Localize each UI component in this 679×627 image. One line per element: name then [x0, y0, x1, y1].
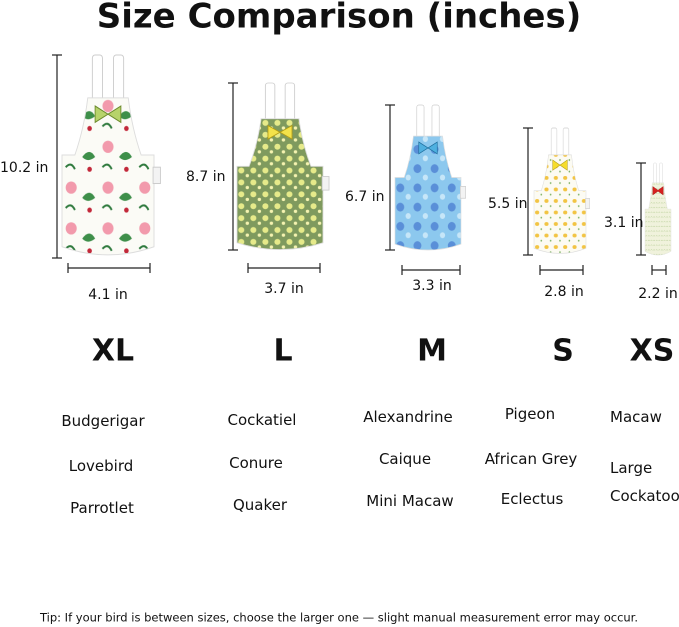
bird: Quaker	[232, 496, 288, 514]
height-label: 3.1 in	[604, 215, 643, 231]
bird: Mini Macaw	[366, 492, 454, 510]
height-label: 10.2 in	[0, 160, 48, 176]
height-label: 8.7 in	[186, 169, 225, 185]
height-label: 5.5 in	[488, 196, 527, 212]
title: Size Comparison (inches)	[97, 0, 582, 37]
size-name: L	[273, 334, 292, 369]
width-label: 4.1 in	[88, 287, 127, 303]
garment-xs	[644, 162, 672, 256]
bird: Alexandrine	[363, 408, 453, 426]
bird: African Grey	[484, 450, 578, 468]
bird: Budgerigar	[61, 412, 145, 430]
bird: Pigeon	[504, 405, 556, 423]
size-name: XL	[92, 334, 134, 369]
size-name: M	[417, 334, 447, 369]
bird: Lovebird	[68, 457, 134, 475]
width-label: 3.3 in	[412, 278, 451, 294]
bird: Macaw	[610, 408, 662, 426]
garment-xl	[61, 54, 161, 256]
bird: Caique	[378, 450, 432, 468]
size-name: XS	[630, 334, 675, 369]
bird: Cockatiel	[227, 411, 297, 429]
bird: Large Cockatoo	[610, 459, 679, 505]
garment-m	[394, 104, 466, 251]
garment-l	[236, 82, 330, 251]
width-label: 2.2 in	[638, 286, 677, 302]
tip: Tip: If your bird is between sizes, choo…	[39, 611, 638, 625]
bird: Parrotlet	[70, 499, 134, 517]
bird: Conure	[229, 454, 283, 472]
bird: Eclectus	[500, 490, 564, 508]
width-label: 3.7 in	[264, 281, 303, 297]
width-label: 2.8 in	[544, 284, 583, 300]
garment-s	[533, 127, 590, 254]
height-label: 6.7 in	[345, 189, 384, 205]
size-name: S	[552, 334, 574, 369]
